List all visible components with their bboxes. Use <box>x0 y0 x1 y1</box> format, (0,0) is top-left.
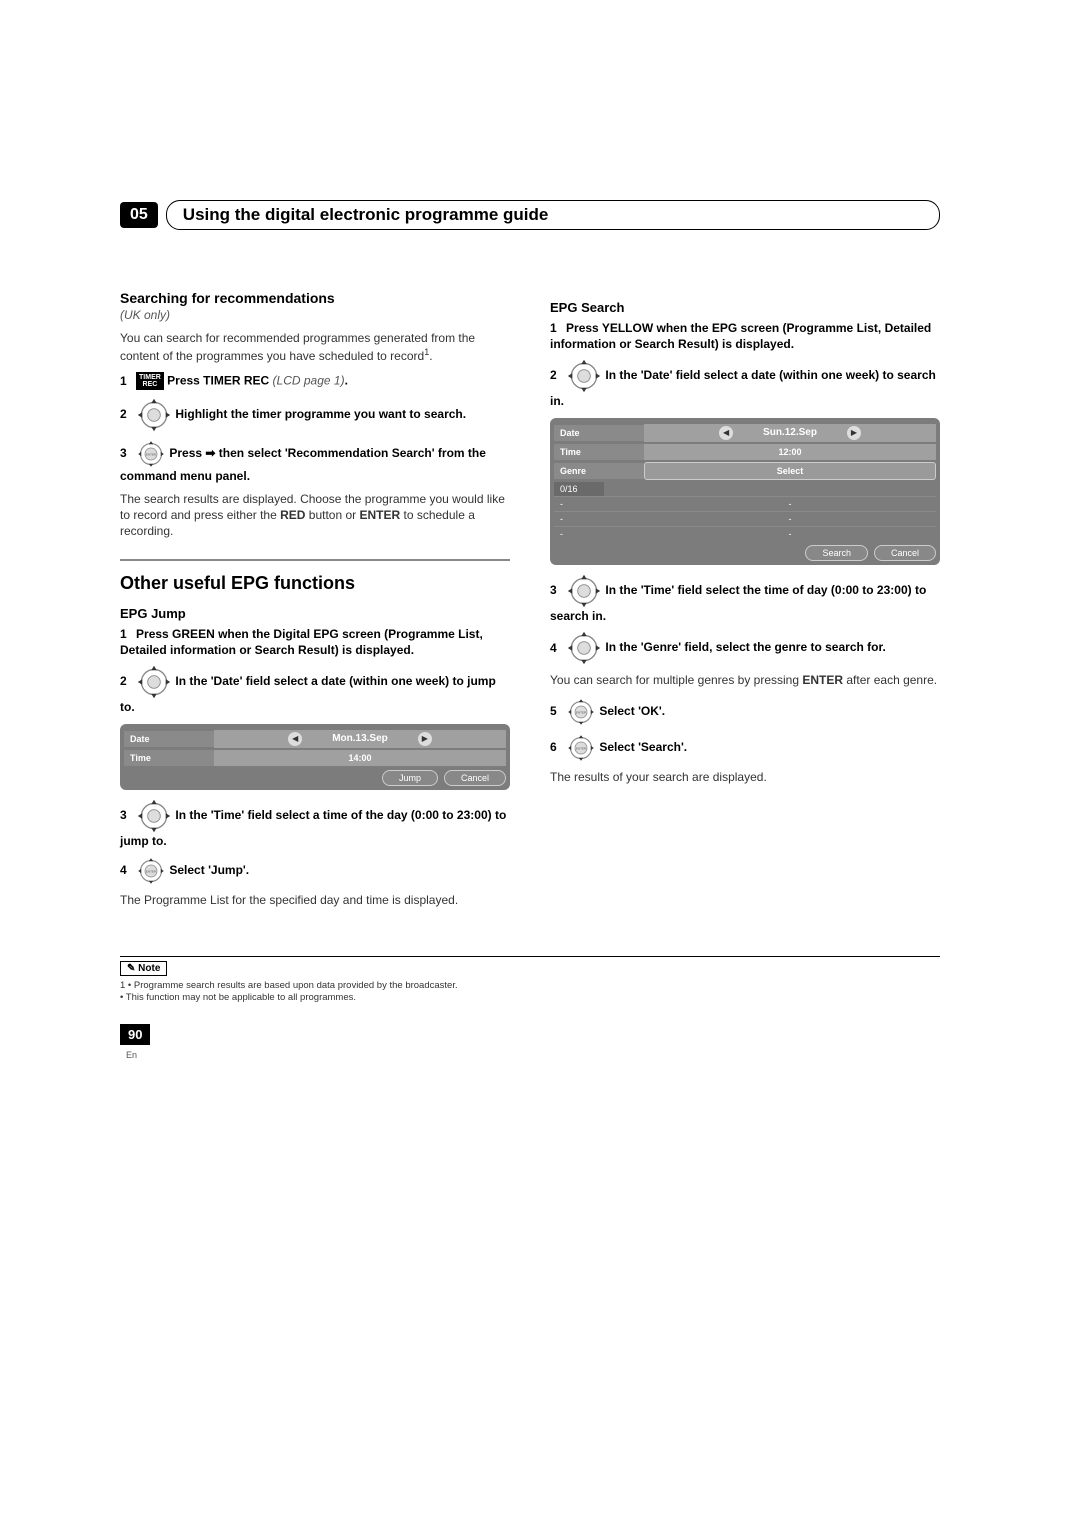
jump-step-3: 3 In the 'Time' field select a time of t… <box>120 798 510 850</box>
left-column: Searching for recommendations (UK only) … <box>120 290 510 916</box>
search-button[interactable]: Search <box>805 545 868 561</box>
enter-icon <box>566 733 596 763</box>
panel-value[interactable]: ◀ Sun.12.Sep ▶ <box>644 424 936 442</box>
right-column: EPG Search 1 Press YELLOW when the EPG s… <box>550 290 940 916</box>
list-row: -- <box>554 511 936 526</box>
panel-label: Date <box>124 731 214 747</box>
note-item: 1 • Programme search results are based u… <box>120 980 940 992</box>
search-step-5: 5 Select 'OK'. <box>550 697 940 727</box>
note-box: Note 1 • Programme search results are ba… <box>120 956 940 1005</box>
chapter-title: Using the digital electronic programme g… <box>183 205 549 224</box>
arrow-left-icon[interactable]: ◀ <box>719 426 733 440</box>
chapter-header: 05 Using the digital electronic programm… <box>120 200 940 230</box>
chapter-number: 05 <box>120 202 158 228</box>
timer-rec-icon: TIMERREC <box>136 372 164 391</box>
section-subtitle: (UK only) <box>120 308 510 322</box>
dpad-icon <box>136 397 172 433</box>
body-text: The results of your search are displayed… <box>550 769 940 785</box>
page-footer: 90 En <box>120 1024 940 1063</box>
panel-label: Time <box>124 750 214 766</box>
jump-button[interactable]: Jump <box>382 770 438 786</box>
arrow-left-icon[interactable]: ◀ <box>288 732 302 746</box>
search-step-1: 1 Press YELLOW when the EPG screen (Prog… <box>550 321 940 352</box>
dpad-icon <box>566 630 602 666</box>
enter-icon <box>136 439 166 469</box>
body-text: You can search for recommended programme… <box>120 330 510 364</box>
step-2: 2 Highlight the timer programme you want… <box>120 397 510 433</box>
body-text: The search results are displayed. Choose… <box>120 491 510 540</box>
dpad-icon <box>566 358 602 394</box>
counter: 0/16 <box>554 482 604 496</box>
jump-panel: Date ◀ Mon.13.Sep ▶ Time 14:00 Jump Canc… <box>120 724 510 790</box>
body-text: You can search for multiple genres by pr… <box>550 672 940 688</box>
dpad-icon <box>566 573 602 609</box>
dpad-icon <box>136 798 172 834</box>
search-step-6: 6 Select 'Search'. <box>550 733 940 763</box>
arrow-right-icon[interactable]: ▶ <box>847 426 861 440</box>
arrow-right-icon[interactable]: ▶ <box>418 732 432 746</box>
panel-label: Genre <box>554 463 644 479</box>
jump-step-1: 1 Press GREEN when the Digital EPG scree… <box>120 627 510 658</box>
body-text: The Programme List for the specified day… <box>120 892 510 908</box>
search-step-4: 4 In the 'Genre' field, select the genre… <box>550 630 940 666</box>
search-panel: Date ◀ Sun.12.Sep ▶ Time 12:00 Genre Sel… <box>550 418 940 565</box>
section-heading: Other useful EPG functions <box>120 573 510 594</box>
panel-label: Date <box>554 425 644 441</box>
enter-icon <box>566 697 596 727</box>
dpad-icon <box>136 664 172 700</box>
note-item: • This function may not be applicable to… <box>120 992 940 1004</box>
section-title: Searching for recommendations <box>120 290 510 306</box>
search-step-2: 2 In the 'Date' field select a date (wit… <box>550 358 940 410</box>
subsection-title: EPG Jump <box>120 606 510 621</box>
page-number: 90 <box>120 1024 150 1045</box>
panel-value[interactable]: 14:00 <box>214 750 506 766</box>
step-3: 3 Press ➡ then select 'Recommendation Se… <box>120 439 510 485</box>
page-lang: En <box>126 1050 137 1060</box>
jump-step-2: 2 In the 'Date' field select a date (wit… <box>120 664 510 716</box>
panel-value[interactable]: 12:00 <box>644 444 936 460</box>
cancel-button[interactable]: Cancel <box>444 770 506 786</box>
chapter-title-wrap: Using the digital electronic programme g… <box>166 200 940 230</box>
panel-value[interactable]: Select <box>644 462 936 480</box>
cancel-button[interactable]: Cancel <box>874 545 936 561</box>
step-1: 1 TIMERREC Press TIMER REC (LCD page 1). <box>120 372 510 391</box>
jump-step-4: 4 Select 'Jump'. <box>120 856 510 886</box>
enter-icon <box>136 856 166 886</box>
panel-value[interactable]: ◀ Mon.13.Sep ▶ <box>214 730 506 748</box>
list-row: -- <box>554 526 936 541</box>
note-label: Note <box>120 961 167 976</box>
list-row: -- <box>554 496 936 511</box>
subsection-title: EPG Search <box>550 300 940 315</box>
panel-label: Time <box>554 444 644 460</box>
search-step-3: 3 In the 'Time' field select the time of… <box>550 573 940 625</box>
divider <box>120 559 510 561</box>
